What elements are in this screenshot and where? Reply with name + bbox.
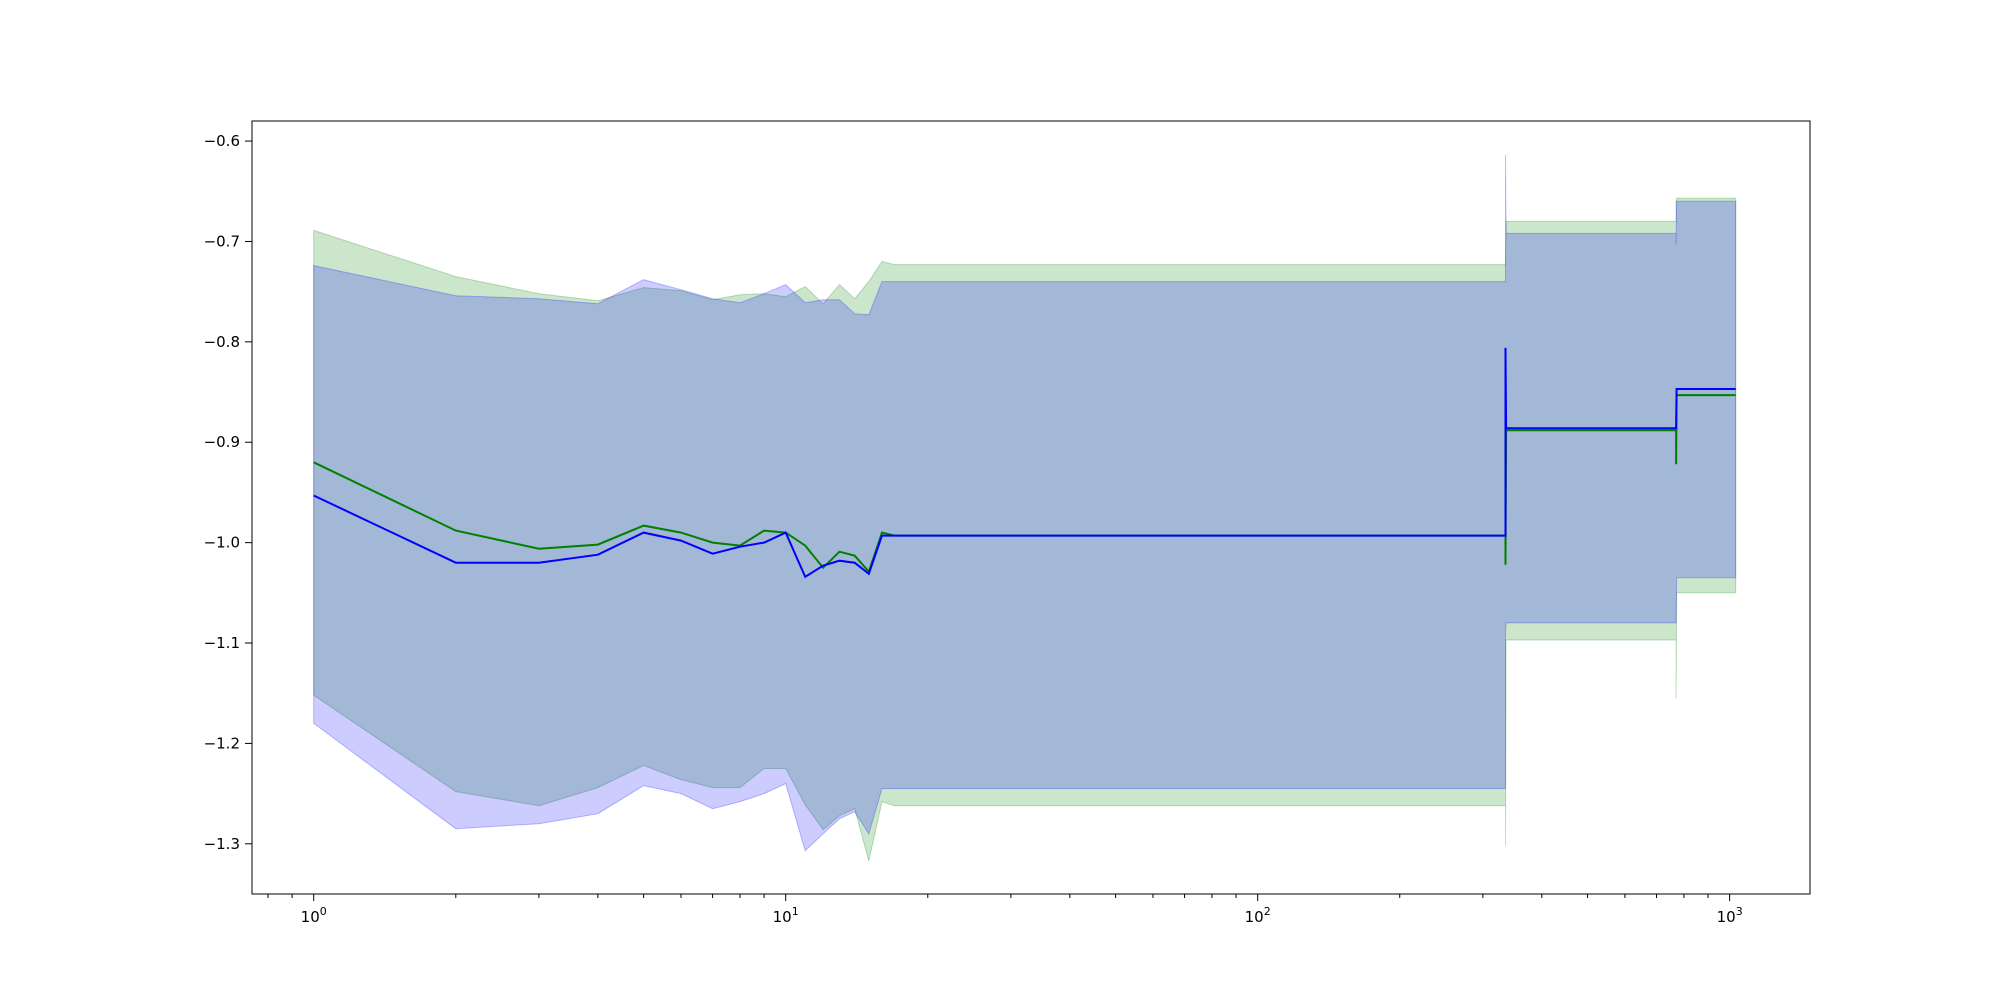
y-tick-label: −0.9 bbox=[204, 433, 240, 451]
x-tick-label: 100 bbox=[301, 905, 327, 926]
x-tick-label: 102 bbox=[1245, 905, 1271, 926]
plot-frame bbox=[251, 120, 1811, 895]
confidence-bands bbox=[313, 155, 1737, 862]
y-axis: −0.6 −0.7 −0.8 −0.9 −1.0 −1.1 −1.2 −1.3 bbox=[204, 132, 252, 853]
y-tick-label: −1.1 bbox=[204, 634, 240, 652]
x-axis: 100 101 102 103 bbox=[267, 894, 1743, 926]
x-tick-label: 101 bbox=[773, 905, 799, 926]
series-2-mean-line bbox=[313, 347, 1736, 579]
y-tick-label: −1.0 bbox=[204, 534, 240, 552]
y-tick-label: −0.8 bbox=[204, 333, 240, 351]
y-tick-label: −0.6 bbox=[204, 132, 240, 150]
x-tick-label: 103 bbox=[1717, 905, 1743, 926]
y-tick-label: −0.7 bbox=[204, 232, 240, 250]
mean-lines bbox=[313, 347, 1736, 579]
series-1-confidence-band bbox=[313, 197, 1737, 862]
series-1-mean-line bbox=[313, 394, 1736, 574]
y-tick-label: −1.2 bbox=[204, 734, 240, 752]
y-tick-label: −1.3 bbox=[204, 835, 240, 853]
